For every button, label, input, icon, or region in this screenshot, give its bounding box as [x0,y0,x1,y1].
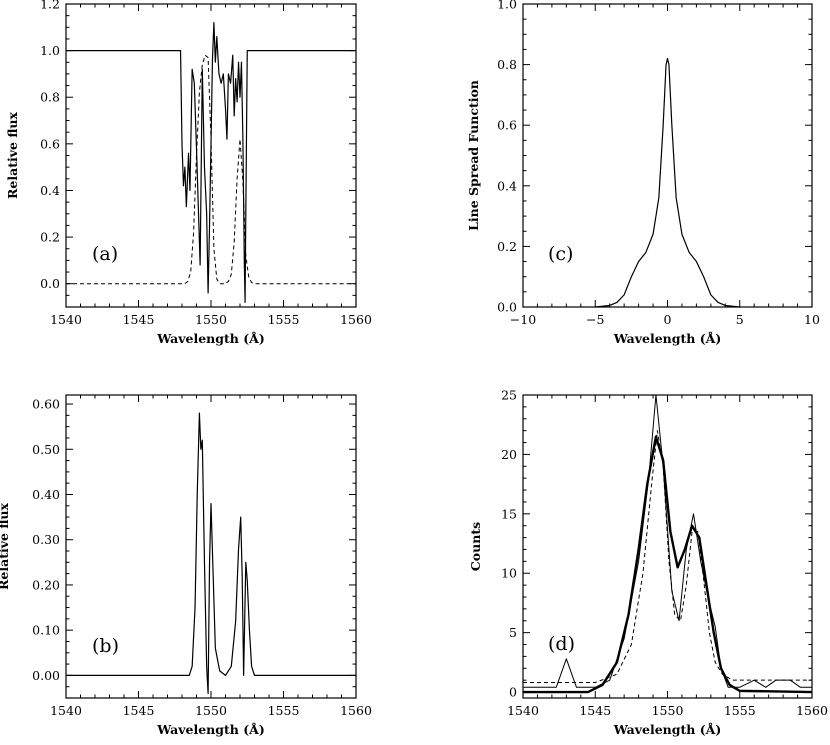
y-tick-label: 0.60 [32,397,60,412]
x-tick-label: 1560 [796,703,828,718]
y-tick-label: 1.0 [40,43,60,58]
y-tick-label: 10 [501,566,517,581]
panel-a: 1540 1545 1550 1555 1560 0.0 0.2 0.4 0.6 0.8 1.0 1.… [5,0,372,346]
panel-label: (d) [548,633,575,655]
x-axis-label: Wavelength (Å) [613,722,722,737]
panel-label: (c) [548,243,573,265]
x-tick-label: −10 [510,312,536,327]
x-tick-label: 1540 [507,703,539,718]
y-tick-label: 0.0 [497,300,517,315]
x-tick-label: 1560 [340,312,372,327]
y-tick-label: 0.4 [40,183,60,198]
y-tick-label: 0.2 [497,239,517,254]
panel-c: −10 −5 0 5 10 0.0 0.2 0.4 0.6 0.8 1.0 Wavelength (Å… [466,0,820,346]
y-tick-label: 20 [501,447,517,462]
series-line-model [66,54,356,285]
x-tick-label: 1540 [50,703,82,718]
x-tick-label: 1545 [123,312,155,327]
y-tick-label: 15 [501,506,517,521]
x-tick-label: 1555 [268,703,300,718]
y-tick-label: 0 [509,685,517,700]
y-tick-label: 0.30 [32,532,60,547]
y-axis-label: Line Spread Function [466,80,481,231]
x-axis-label: Wavelength (Å) [156,722,265,737]
y-tick-label: 0.40 [32,487,60,502]
x-tick-label: 1550 [195,703,227,718]
y-tick-label: 1.2 [40,0,60,12]
x-tick-label: 1540 [50,312,82,327]
x-tick-label: 1550 [652,703,684,718]
y-tick-label: 0.8 [497,57,517,72]
x-tick-label: 1555 [724,703,756,718]
y-axis-label: Counts [468,522,483,571]
y-axis-label: Relative flux [5,112,20,199]
y-tick-label: 0.20 [32,577,60,592]
panel-label: (a) [92,243,118,265]
y-tick-label: 5 [509,625,517,640]
panel-d: 1540 1545 1550 1555 1560 0 5 10 15 20 25 Wavelength… [468,388,828,738]
y-tick-label: 0.4 [497,178,517,193]
panel-b: 1540 1545 1550 1555 1560 0.00 0.10 0.20 0.30 0.40… [0,394,372,737]
x-tick-label: 0 [664,312,672,327]
y-tick-label: 0.8 [40,90,60,105]
series-line-lsf [595,57,740,308]
panel-label: (b) [92,635,119,657]
y-tick-label: 0.0 [40,276,60,291]
y-tick-label: 0.10 [32,623,60,638]
x-tick-label: 5 [736,312,744,327]
series-line-observed [66,22,356,303]
x-tick-label: 1555 [268,312,300,327]
y-axis-label: Relative flux [0,503,11,590]
x-axis-label: Wavelength (Å) [156,331,265,346]
x-tick-label: 1560 [340,703,372,718]
series-line-flux [66,412,356,695]
y-tick-label: 0.6 [40,136,60,151]
y-tick-label: 0.00 [32,668,60,683]
series-line-components [523,430,812,684]
series-line-fit [523,435,813,694]
y-tick-label: 0.50 [32,442,60,457]
x-tick-label: 10 [804,312,820,327]
x-tick-label: 1550 [195,312,227,327]
y-tick-label: 1.0 [497,0,517,12]
y-tick-label: 0.2 [40,230,60,245]
x-tick-label: 1545 [123,703,155,718]
x-axis-label: Wavelength (Å) [613,331,722,346]
y-tick-label: 0.6 [497,118,517,133]
x-tick-label: −5 [586,312,604,327]
x-tick-label: 1545 [579,703,611,718]
y-tick-label: 25 [501,388,517,403]
